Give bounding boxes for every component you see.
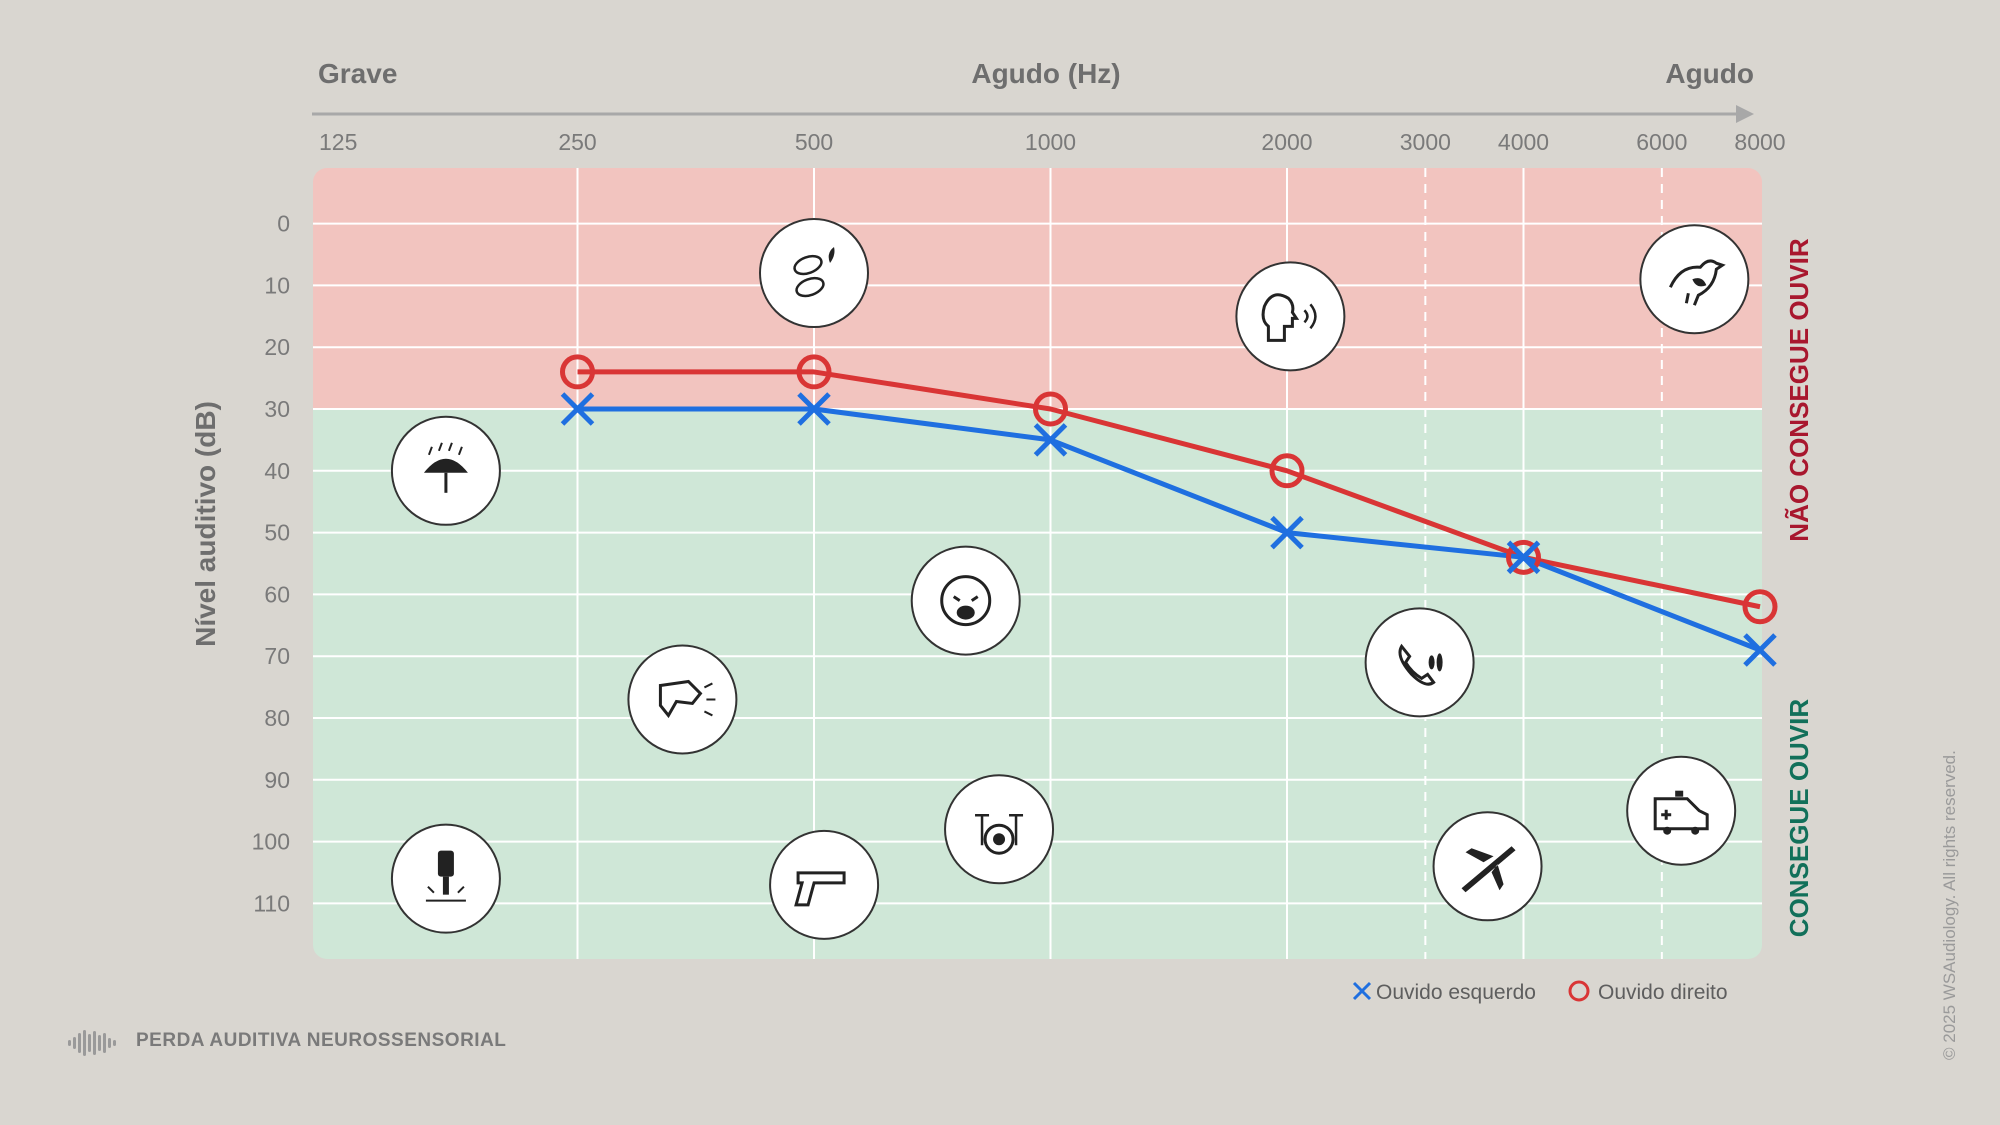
jackhammer-icon [390,823,501,934]
left-ear-point [1270,515,1304,550]
legend-label-left-ear: Ouvido esquerdo [1376,981,1536,1004]
footer-title: PERDA AUDITIVA NEUROSSENSORIAL [136,1030,507,1051]
y-tick-label: 0 [277,211,290,237]
y-tick-label: 100 [252,829,290,855]
right-ear-point [1033,391,1068,427]
left-ear-point [1506,540,1541,575]
can-hear-label: CONSEGUE OUVIR [1784,699,1814,938]
x-tick-label: 500 [795,129,833,155]
x-tick-label: 250 [558,129,596,155]
ambulance-icon [1626,755,1737,866]
y-tick-label: 60 [264,581,290,607]
left-ear-point [1743,633,1777,667]
x-tick-label: 2000 [1261,129,1312,155]
right-ear-point [1506,539,1541,575]
left-ear-line [577,406,1761,653]
y-tick-label: 30 [264,396,290,422]
y-tick-label: 80 [264,705,290,731]
y-axis-title: Nível auditivo (dB) [190,401,221,647]
copyright-notice: © 2025 WSAudiology. All rights reserved. [1940,750,1959,1060]
left-ear-point [797,392,831,426]
x-tick-label: 125 [319,129,357,155]
phone-ring-icon [1364,607,1475,718]
x-axis-label-high: Agudo [1665,58,1754,89]
left-ear-point [1033,423,1068,457]
legend-label-right-ear: Ouvido direito [1598,981,1728,1004]
y-tick-label: 10 [264,272,290,298]
handgun-icon [769,829,880,940]
legend-marker-right-ear [1568,980,1590,1002]
y-tick-label: 50 [264,520,290,546]
right-ear-point [1269,453,1305,489]
legend-marker-left-ear [1352,981,1372,1001]
cannot-hear-label: NÃO CONSEGUE OUVIR [1784,238,1814,542]
right-ear-point [560,354,595,390]
airplane-icon [1432,811,1543,922]
x-tick-label: 6000 [1636,129,1687,155]
right-ear-line [577,369,1761,610]
x-axis-label-low: Grave [318,58,397,89]
x-tick-label: 1000 [1025,129,1076,155]
barking-dog-icon [627,644,738,755]
drum-kit-icon [944,774,1055,885]
leaves-rustle-icon [759,218,869,329]
x-tick-label: 3000 [1400,129,1451,155]
y-tick-label: 90 [264,767,290,793]
crying-baby-icon [910,545,1021,656]
y-tick-label: 40 [264,458,290,484]
sound-wave-logo-icon [68,1030,116,1056]
y-tick-label: 110 [253,890,290,916]
x-tick-label: 4000 [1498,129,1549,155]
right-ear-point [796,354,832,390]
y-tick-label: 20 [264,334,290,360]
x-tick-label: 8000 [1734,129,1785,155]
bird-icon [1639,224,1750,335]
right-ear-point [1742,589,1778,625]
y-tick-label: 70 [264,643,290,669]
rain-umbrella-icon [390,415,501,526]
can-hear-region [313,409,1762,959]
cannot-hear-region [313,168,1762,410]
legend: Ouvido esquerdo Ouvido direito [1352,980,1728,1004]
whisper-speech-icon [1235,261,1346,372]
x-axis-arrowhead [1736,105,1754,123]
left-ear-point [560,392,595,426]
x-axis-title: Agudo (Hz) [971,58,1120,89]
plot-area [313,168,1762,959]
